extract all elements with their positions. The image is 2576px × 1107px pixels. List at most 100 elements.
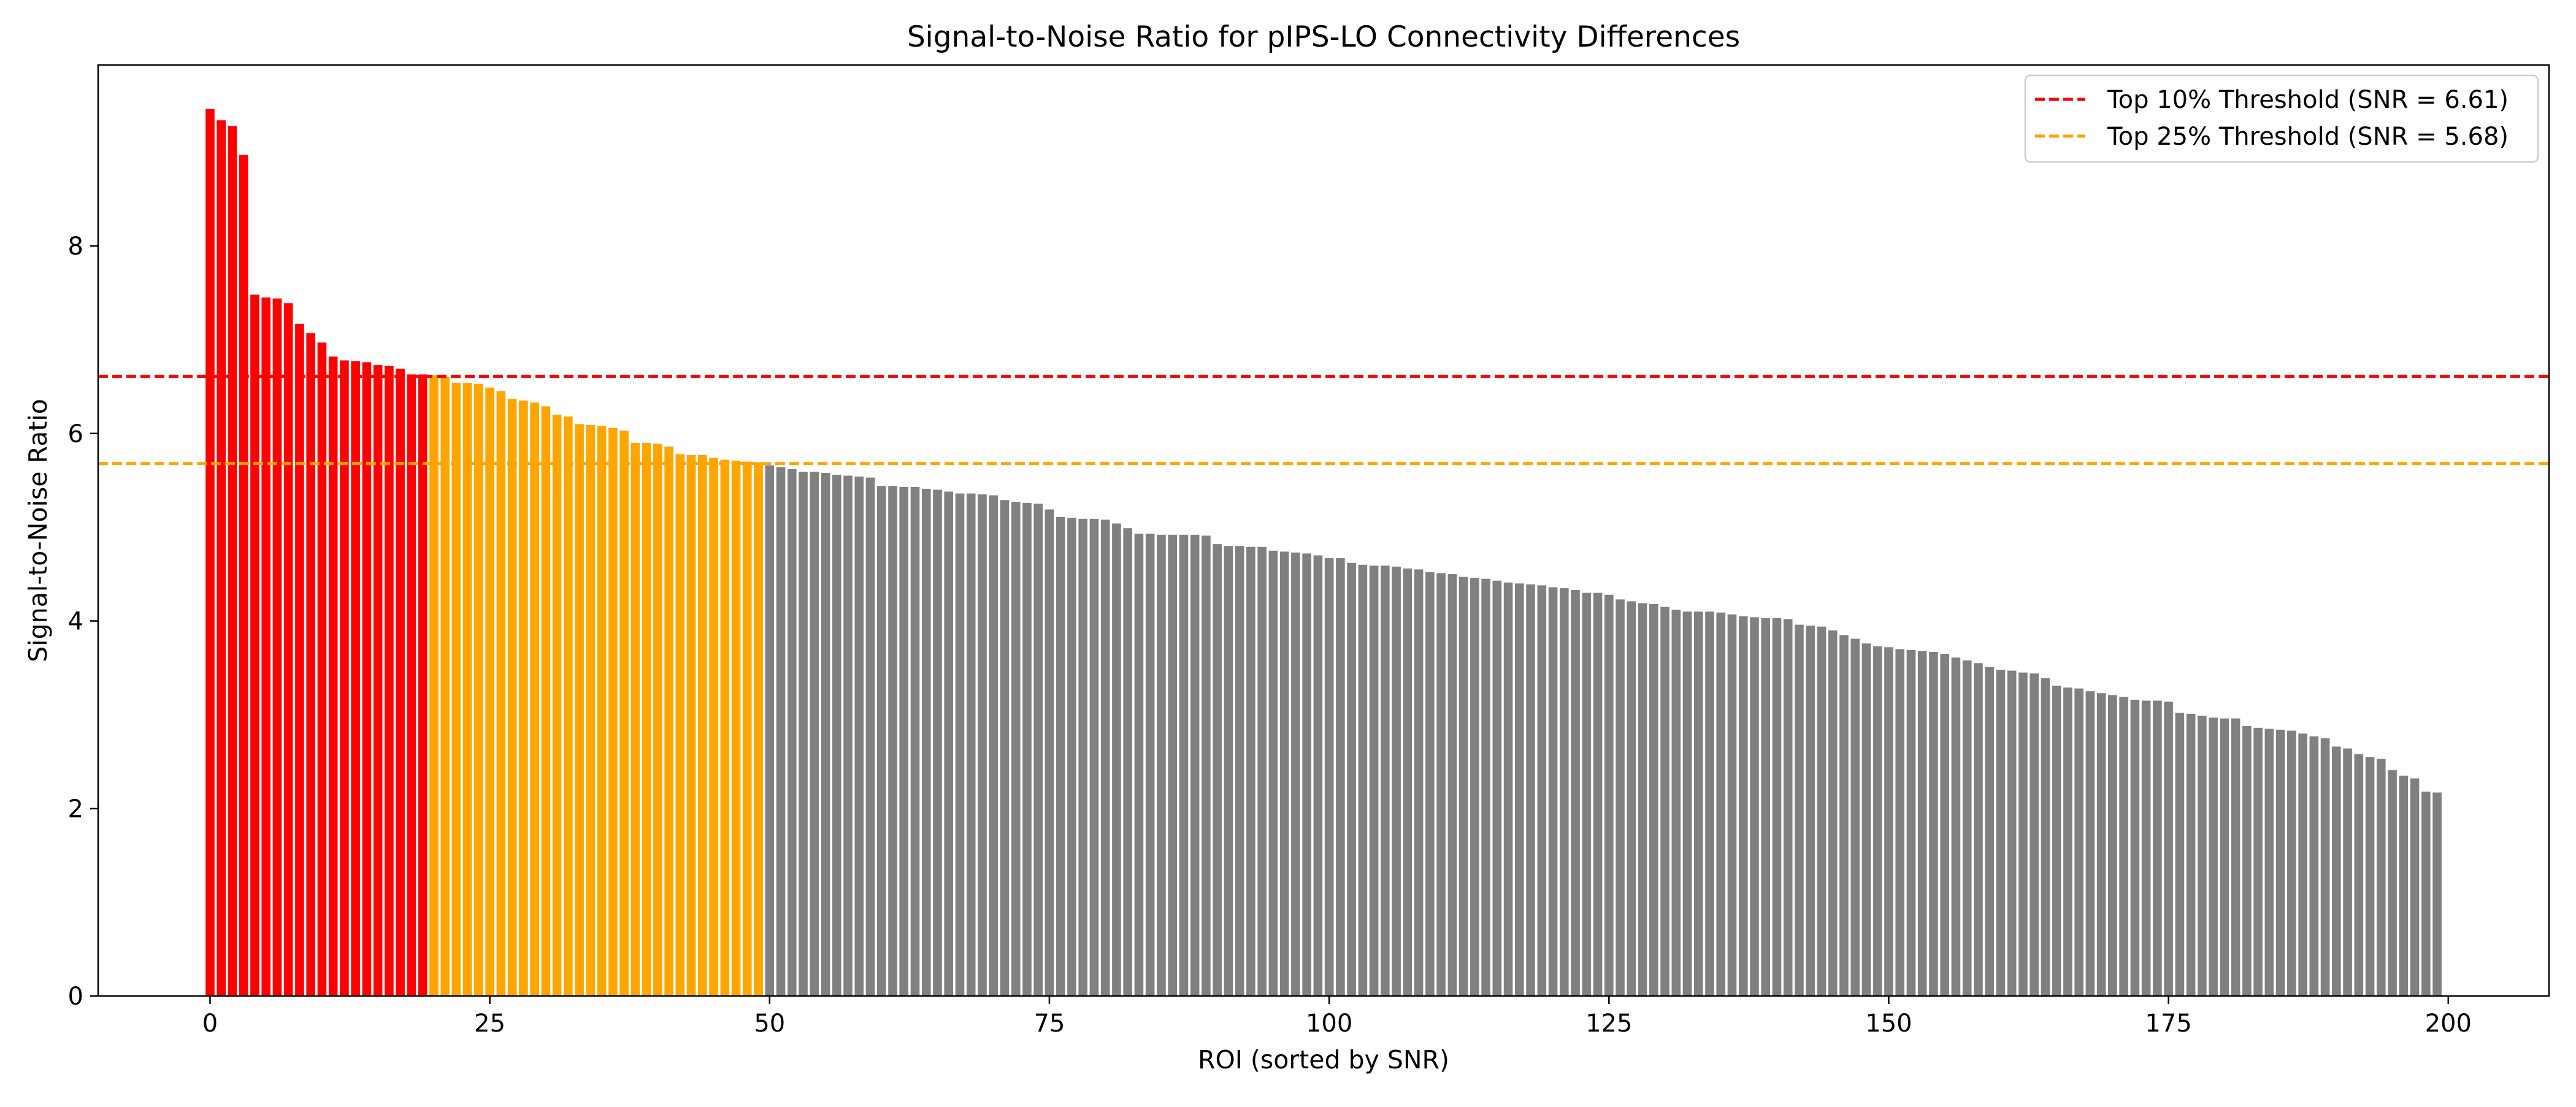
bar-roi-149 [1873, 646, 1882, 996]
bar-roi-81 [1112, 523, 1121, 996]
bar-roi-13 [351, 361, 360, 996]
bar-roi-68 [966, 493, 976, 996]
bar-roi-147 [1850, 638, 1860, 996]
ticks-group: 0 25 50 75 100 125 150 175 200 0 2 4 6 8 [68, 232, 2472, 1038]
bar-roi-42 [675, 454, 685, 996]
bar-roi-187 [2298, 733, 2307, 996]
bar-roi-194 [2377, 759, 2386, 996]
bar-roi-50 [765, 465, 775, 996]
bar-roi-196 [2399, 775, 2409, 996]
bar-roi-123 [1582, 592, 1592, 996]
bar-roi-165 [2052, 686, 2061, 996]
bar-roi-118 [1526, 584, 1535, 996]
bar-roi-132 [1682, 611, 1692, 996]
bar-roi-16 [385, 366, 394, 997]
bar-roi-63 [910, 486, 920, 996]
bar-roi-19 [418, 374, 427, 996]
bar-roi-101 [1336, 558, 1345, 996]
bar-roi-122 [1571, 590, 1580, 996]
bar-roi-153 [1917, 651, 1927, 996]
y-tick-label-0: 0 [68, 983, 83, 1011]
bar-roi-193 [2365, 757, 2375, 996]
bar-roi-30 [541, 406, 551, 996]
bar-roi-144 [1817, 626, 1827, 996]
bar-roi-97 [1291, 552, 1300, 996]
bar-roi-137 [1738, 616, 1748, 996]
bar-roi-126 [1616, 599, 1625, 996]
bar-roi-72 [1011, 502, 1021, 996]
bar-roi-161 [2007, 670, 2017, 996]
bar-roi-1 [217, 120, 226, 997]
bar-roi-45 [709, 458, 718, 996]
x-tick-label-200: 200 [2425, 1009, 2472, 1038]
bar-roi-160 [1996, 670, 2006, 996]
bar-roi-12 [340, 360, 349, 996]
bar-roi-125 [1604, 594, 1614, 996]
bar-roi-157 [1962, 660, 1972, 996]
bar-roi-51 [776, 467, 786, 996]
bar-roi-90 [1213, 544, 1222, 996]
bar-roi-177 [2186, 713, 2196, 996]
bar-roi-141 [1783, 619, 1793, 996]
bar-roi-7 [283, 303, 293, 996]
bar-roi-197 [2410, 778, 2420, 996]
bar-roi-86 [1168, 534, 1177, 996]
bar-roi-152 [1906, 649, 1916, 996]
bar-roi-103 [1358, 564, 1368, 996]
bar-roi-175 [2164, 701, 2173, 996]
bar-roi-77 [1067, 518, 1076, 996]
bar-roi-115 [1492, 580, 1502, 996]
bar-roi-94 [1257, 546, 1267, 996]
bar-roi-128 [1638, 603, 1647, 996]
x-axis-label: ROI (sorted by SNR) [1198, 1045, 1449, 1074]
bar-roi-58 [854, 477, 864, 996]
x-tick-label-125: 125 [1585, 1009, 1632, 1038]
y-axis-label: Signal-to-Noise Ratio [23, 399, 53, 662]
bar-roi-14 [362, 362, 372, 996]
legend: Top 10% Threshold (SNR = 6.61) Top 25% T… [2024, 74, 2539, 163]
bar-roi-169 [2096, 693, 2106, 996]
x-tick-label-175: 175 [2145, 1009, 2191, 1038]
bar-roi-52 [787, 469, 797, 996]
bar-roi-129 [1649, 604, 1658, 996]
bar-roi-163 [2030, 673, 2039, 996]
bar-roi-32 [564, 416, 573, 996]
bar-roi-37 [619, 431, 629, 996]
bar-roi-192 [2354, 754, 2364, 996]
bar-roi-199 [2432, 792, 2442, 996]
bar-roi-143 [1806, 626, 1815, 996]
bar-roi-31 [552, 415, 562, 996]
bar-roi-44 [698, 454, 707, 996]
bar-roi-111 [1447, 574, 1457, 996]
bar-roi-189 [2320, 738, 2330, 996]
bar-roi-135 [1716, 612, 1726, 996]
bar-roi-43 [686, 454, 696, 996]
bar-roi-6 [272, 298, 282, 996]
bar-roi-191 [2343, 748, 2352, 996]
bar-roi-148 [1861, 643, 1871, 996]
bar-roi-140 [1772, 618, 1782, 996]
bar-roi-127 [1627, 601, 1636, 996]
bar-roi-29 [530, 402, 539, 996]
bar-roi-104 [1369, 565, 1379, 996]
x-tick-label-50: 50 [754, 1009, 785, 1038]
bar-roi-80 [1100, 519, 1110, 996]
bar-roi-130 [1660, 607, 1669, 996]
bar-roi-48 [743, 461, 752, 996]
bar-roi-98 [1302, 553, 1311, 996]
bar-roi-96 [1279, 551, 1289, 996]
bar-roi-69 [978, 494, 987, 996]
bar-roi-198 [2421, 791, 2431, 996]
x-tick-label-75: 75 [1034, 1009, 1065, 1038]
bar-roi-84 [1145, 534, 1155, 996]
bar-roi-59 [865, 477, 875, 996]
legend-label-top10: Top 10% Threshold (SNR = 6.61) [2107, 86, 2509, 114]
legend-box [2024, 74, 2539, 163]
bar-roi-55 [821, 472, 830, 996]
bar-roi-195 [2388, 770, 2397, 996]
bar-roi-134 [1705, 611, 1714, 996]
bar-roi-105 [1381, 565, 1390, 996]
bar-roi-145 [1828, 630, 1838, 996]
bar-roi-159 [1985, 667, 1994, 996]
